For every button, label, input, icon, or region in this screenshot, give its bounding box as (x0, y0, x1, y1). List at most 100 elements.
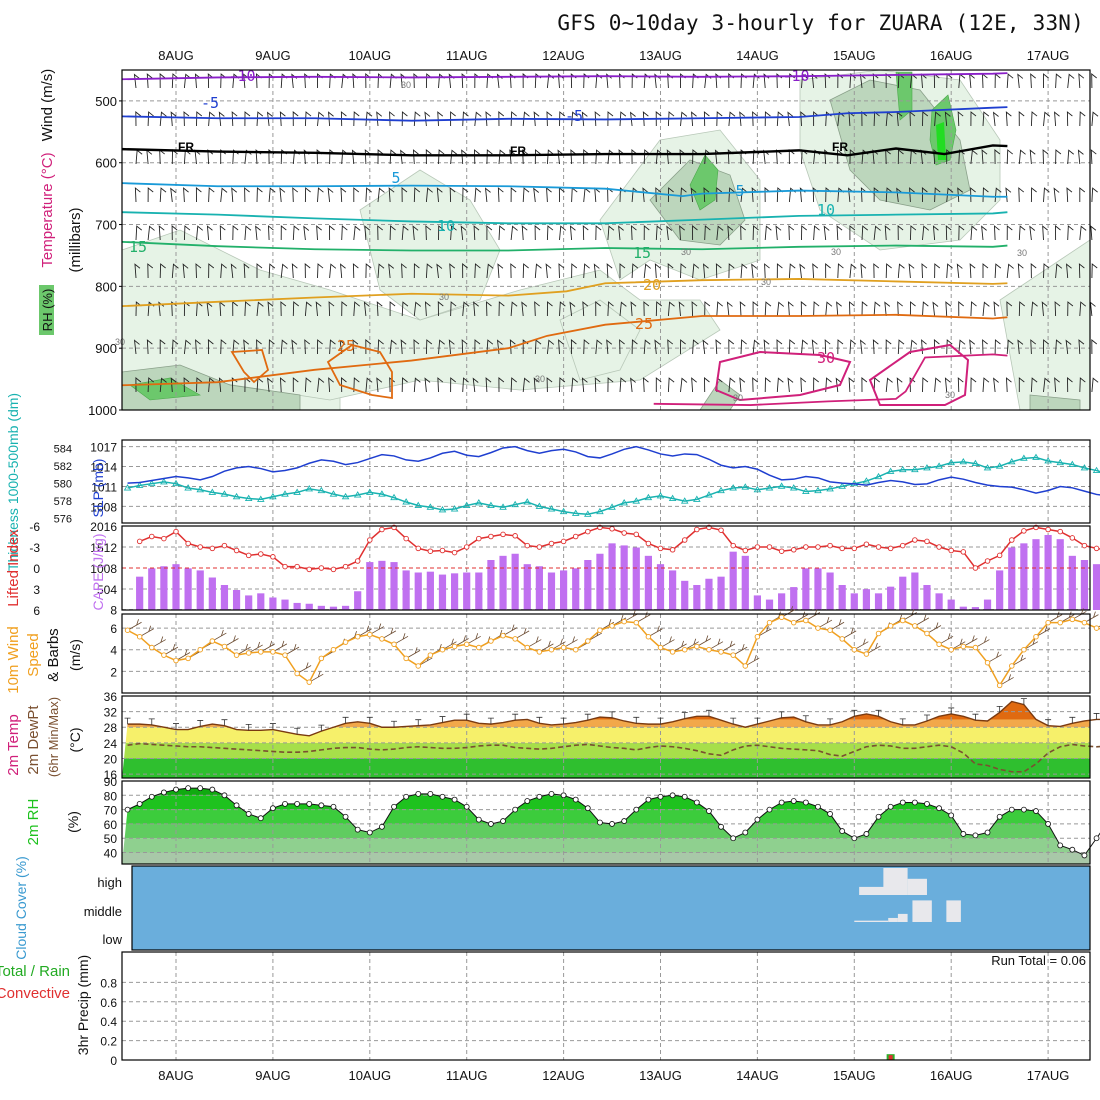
cape-bar (535, 566, 543, 610)
lifted-data-point (766, 544, 773, 550)
wind-barb (667, 187, 674, 203)
wind-barb (679, 225, 685, 241)
wind-barb (1043, 263, 1050, 279)
cape-bar (499, 555, 507, 610)
wind-barb (135, 225, 143, 241)
wind-barb (1065, 339, 1072, 355)
wind-barb (1006, 73, 1014, 89)
date-label-bottom: 12AUG (542, 1068, 585, 1083)
wind-barb (317, 339, 323, 355)
wind-barb (401, 187, 408, 203)
wind-barb (849, 301, 855, 317)
temp-minmax-whisker (948, 707, 955, 714)
wind-barb (389, 225, 396, 241)
wind-barb (849, 149, 856, 165)
wind-barb (655, 111, 662, 127)
wind-barb (861, 225, 869, 241)
wind-barb (232, 225, 239, 241)
rh2m-data-point (160, 789, 167, 796)
wind-barb (1018, 187, 1025, 203)
wind-barb (159, 149, 165, 165)
wind-barb (171, 263, 179, 279)
rh2m-data-point (899, 799, 906, 806)
wind-barb (716, 301, 724, 317)
wind10m-data-point (403, 655, 409, 662)
wind-barb (787, 111, 794, 127)
wind-barb (425, 339, 433, 355)
li-tick-label: -3 (29, 541, 40, 555)
wind-barb (377, 187, 385, 203)
wind-barb (751, 263, 758, 279)
wind-barb (558, 263, 565, 279)
wind10m-data-point (463, 641, 470, 648)
wind-barb (581, 111, 588, 127)
lifted-data-point (270, 554, 276, 560)
wind-barb (1006, 263, 1014, 279)
wind-barb (884, 301, 891, 317)
cape-bar (826, 572, 834, 610)
wind-barb (1079, 377, 1086, 393)
wind-barb (958, 149, 965, 165)
wind-barb (509, 149, 516, 165)
wind10m-data-point (754, 633, 761, 640)
wind-barb (280, 263, 288, 279)
wind10m-data-point (996, 682, 1003, 689)
wind-barb (280, 339, 288, 355)
rh2m-data-point (415, 790, 422, 797)
wind-barb (317, 111, 325, 127)
temp2m-axis-label: 2m Temp (5, 714, 22, 775)
lifted-data-point (548, 540, 555, 547)
wind-barb (279, 187, 286, 203)
wind-barb (726, 301, 733, 317)
wind-barb (1091, 73, 1097, 89)
temp-minmax-whisker (1069, 716, 1076, 724)
wind-barb (776, 263, 783, 279)
wind-barb (317, 377, 325, 393)
wind10m-data-point (936, 641, 942, 648)
rh2m-data-point (815, 803, 821, 810)
wind-barb (438, 149, 445, 165)
rh-tick-label: 80 (104, 789, 118, 803)
wind-barb (703, 111, 710, 127)
temp-minmax-whisker (705, 709, 712, 717)
wind-barb (159, 111, 167, 127)
thickness-data-point (596, 507, 604, 515)
isotherm-label: 25 (337, 337, 355, 355)
wind-barb (859, 73, 866, 89)
wind-barb (982, 111, 990, 127)
wind-barb (425, 187, 433, 203)
wind-barb (317, 187, 324, 203)
wind-barb (1029, 225, 1036, 241)
lifted-data-point (415, 545, 422, 552)
wind-barb (680, 187, 687, 203)
wind-barb (994, 73, 1001, 89)
rh2m-data-point (245, 811, 252, 817)
wind-barb (291, 263, 298, 279)
thickness-series-line (127, 456, 1100, 516)
temp-units-label: (°C) (67, 727, 83, 752)
rh-legend-swatch (39, 285, 54, 335)
wind-barb (752, 301, 759, 316)
temp-minmax-whisker (439, 716, 446, 723)
wind-barb (715, 263, 722, 279)
wind-barb (849, 73, 857, 89)
wind-barb (317, 263, 324, 279)
wind-barb (1054, 301, 1061, 317)
wind10m-data-point (512, 636, 518, 642)
rh-contour-label: 30 (733, 393, 743, 403)
wind-barb (449, 187, 456, 203)
date-label-top: 13AUG (639, 48, 682, 63)
wind-barb (147, 187, 154, 203)
lifted-data-point (439, 547, 446, 554)
isotherm-line (121, 211, 1008, 225)
cape-bar (354, 591, 362, 610)
pressure-tick-label: 800 (95, 279, 117, 294)
cloud-level-label: high (97, 875, 122, 890)
wind-barb (813, 377, 819, 393)
wind-barb (582, 225, 589, 241)
wind10m-data-point (790, 619, 797, 626)
wind-barb (800, 377, 807, 393)
thickness-data-point (329, 490, 338, 497)
wind-barb (921, 263, 928, 279)
lifted-data-point (887, 545, 894, 552)
